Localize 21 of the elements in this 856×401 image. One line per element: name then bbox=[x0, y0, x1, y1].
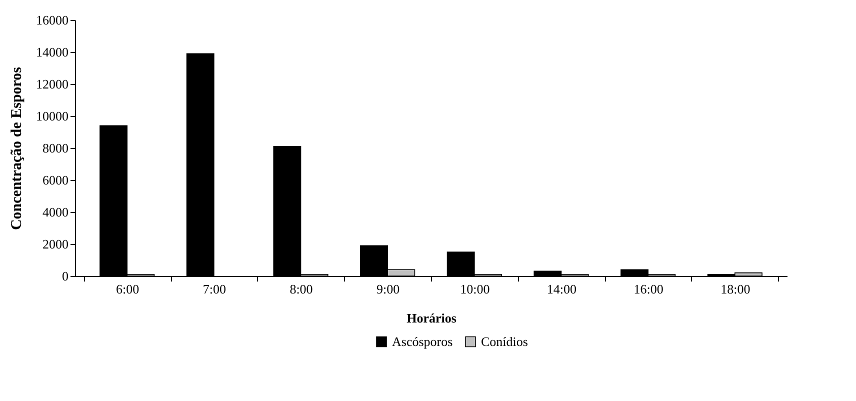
y-tick-label: 10000 bbox=[36, 108, 68, 124]
x-tick-label: 16:00 bbox=[634, 282, 664, 296]
legend-label: Conídios bbox=[481, 334, 528, 349]
y-tick-label: 6000 bbox=[42, 172, 68, 188]
y-axis-title: Concentração de Esporos bbox=[9, 66, 25, 230]
y-tick-label: 8000 bbox=[42, 140, 68, 156]
x-axis-title: Horários bbox=[406, 310, 456, 326]
legend-label: Ascósporos bbox=[392, 334, 453, 349]
x-tick-label: 8:00 bbox=[290, 282, 313, 296]
y-tick-label: 0 bbox=[62, 268, 68, 284]
y-tick-label: 2000 bbox=[42, 236, 68, 252]
x-tick-label: 10:00 bbox=[460, 282, 490, 296]
x-tick-label: 14:00 bbox=[546, 282, 577, 296]
y-tick-label: 12000 bbox=[36, 76, 68, 92]
y-tick-label: 14000 bbox=[36, 44, 68, 60]
x-tick-label: 6:00 bbox=[116, 282, 140, 296]
x-tick-label: 9:00 bbox=[376, 282, 400, 296]
x-tick-label: 18:00 bbox=[720, 282, 750, 296]
y-tick-label: 16000 bbox=[36, 12, 68, 28]
y-tick-label: 4000 bbox=[42, 204, 68, 220]
x-tick-label: 7:00 bbox=[202, 282, 226, 296]
